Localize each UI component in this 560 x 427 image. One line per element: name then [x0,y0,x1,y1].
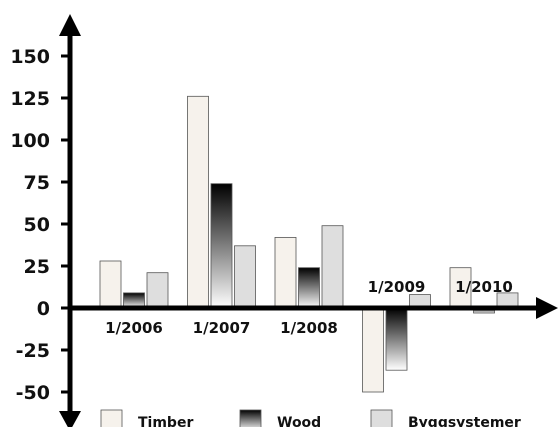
bars-layer [99,95,519,393]
bar-wood-1-2007 [210,183,233,309]
y-tick-label: 0 [37,298,50,320]
bar-wood-1-2009 [385,307,408,371]
y-tick-label: 50 [24,214,50,236]
bar-timber-1-2008 [274,236,297,309]
y-tick-label: 150 [10,46,50,68]
y-tick-label: 100 [10,130,50,152]
bar-timber-1-2006 [99,260,122,309]
y-axis-arrow-up-icon [59,14,81,36]
y-tick-label: -50 [16,382,50,404]
bar-byggsystemer-1-2008 [321,225,344,309]
y-axis-arrow-down-icon [59,411,81,427]
bar-byggsystemer-1-2007 [234,245,256,309]
x-axis-arrow-right-icon [536,297,558,319]
y-tick-label: 125 [10,88,50,110]
y-tick-label: -25 [16,340,50,362]
bar-timber-1-2007 [187,95,209,309]
x-category-label: 1/2006 [105,319,163,337]
axes-layer [59,14,558,427]
x-category-label: 1/2007 [193,319,251,337]
legend-label-byggsystemer: Byggsystemer [408,415,521,427]
labels-layer: 150 125 100 75 50 25 0 -25 -50 1/2006 1/2007 1/2008… [10,46,513,404]
y-tick-label: 25 [24,256,50,278]
bar-byggsystemer-1-2006 [146,272,169,309]
bar-wood-1-2008 [298,267,320,309]
x-category-label: 1/2010 [455,278,513,296]
legend-swatch-byggsystemer [370,409,393,427]
legend-label-wood: Wood [277,415,321,427]
legend-swatch-wood [239,409,262,427]
bar-timber-1-2009 [362,307,384,393]
y-tick-label: 75 [24,172,50,194]
x-category-label: 1/2009 [368,278,426,296]
legend-swatch-timber [100,409,123,427]
legend-label-timber: Timber [138,415,193,427]
legend: Timber Wood Byggsystemer [100,409,521,427]
x-category-label: 1/2008 [280,319,338,337]
